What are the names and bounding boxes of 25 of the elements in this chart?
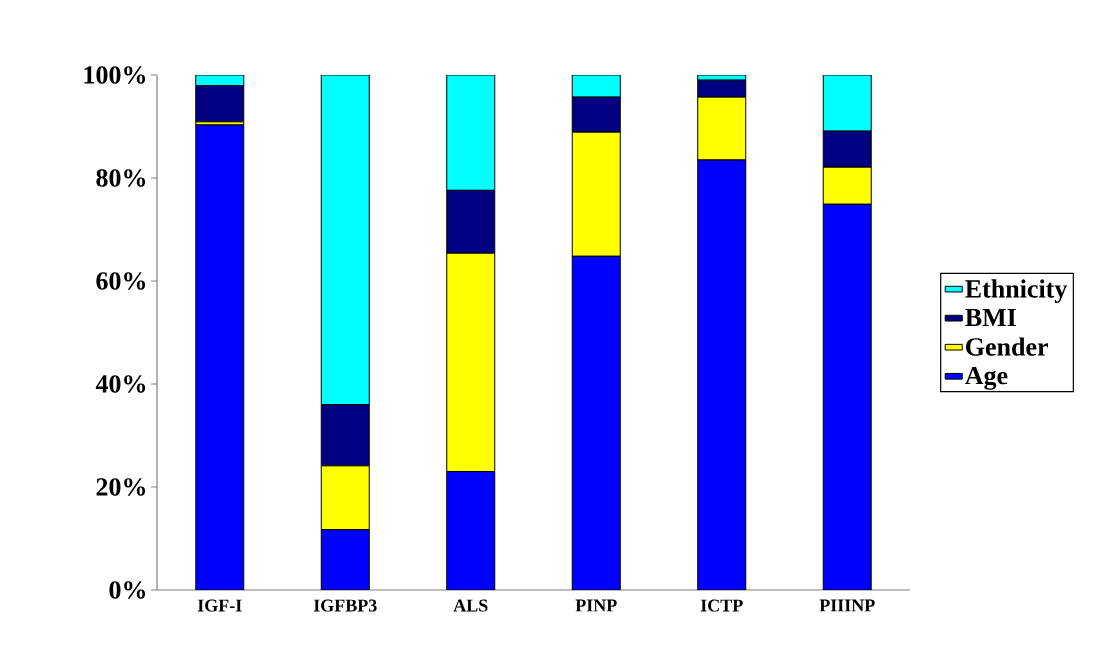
bar xyxy=(195,124,245,590)
y-tick-label: 60% xyxy=(96,272,146,290)
x-tick-label: IGF-I xyxy=(197,599,242,612)
bar xyxy=(822,203,872,590)
bar xyxy=(697,159,747,590)
bar xyxy=(446,74,496,191)
x-tick-label: IGFBP3 xyxy=(313,599,377,612)
y-tick-label: 20% xyxy=(96,478,146,496)
x-tick-label: ALS xyxy=(453,599,488,612)
legend-label: Ethnicity xyxy=(965,279,1068,304)
bar xyxy=(446,471,496,590)
y-tick-label: 100% xyxy=(84,66,146,84)
x-tick-label: PINP xyxy=(575,599,617,612)
y-tick-label: 0% xyxy=(109,581,146,599)
bar xyxy=(320,529,370,590)
x-tick-label: PIIINP xyxy=(819,599,875,612)
legend-label: BMI xyxy=(965,308,1016,326)
y-tick-label: 80% xyxy=(96,169,146,187)
y-tick-label: 40% xyxy=(95,375,146,393)
bar xyxy=(822,74,872,132)
bar xyxy=(571,255,621,590)
legend-label: Gender xyxy=(966,337,1048,356)
legend-label: Age xyxy=(965,366,1008,390)
x-tick-label: ICTP xyxy=(700,599,743,612)
bar xyxy=(320,74,370,406)
